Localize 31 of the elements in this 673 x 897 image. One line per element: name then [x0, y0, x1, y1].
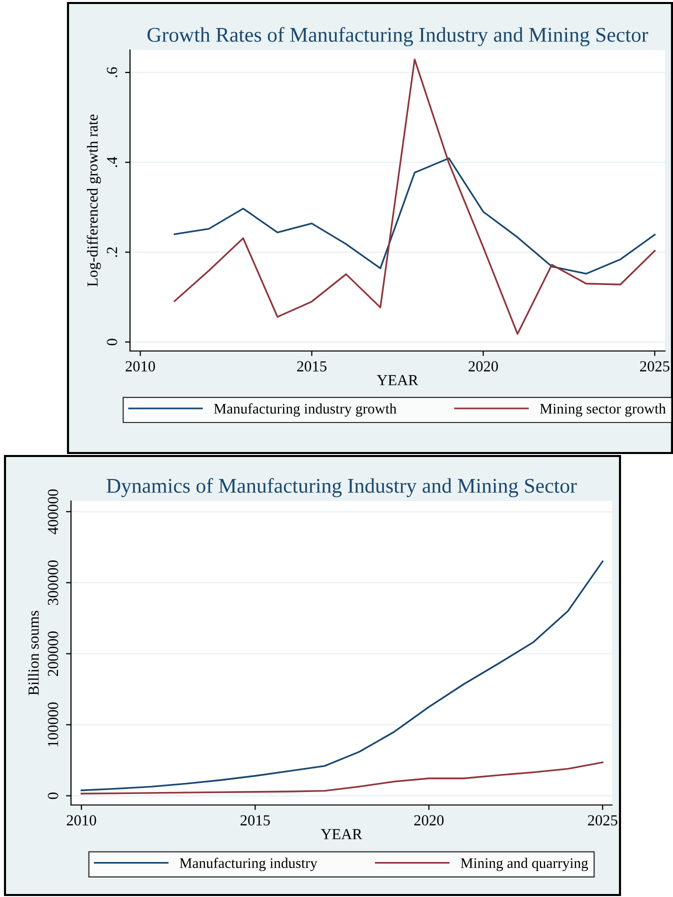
x-tick-label: 2010 [126, 361, 155, 372]
y-tick-label: .2 [106, 247, 118, 257]
y-tick-label: 100000 [48, 702, 58, 746]
y-axis-title: Log-differenced growth rate [86, 114, 101, 286]
x-tick-label: 2015 [297, 361, 326, 372]
y-tick-label: .6 [106, 67, 118, 78]
line-series [174, 157, 656, 275]
x-tick-label: 2025 [640, 361, 670, 372]
x-tick-label: 2010 [66, 815, 96, 826]
line-series [80, 762, 604, 794]
y-tick-label: .4 [106, 156, 118, 168]
line-series [174, 58, 656, 335]
y-tick-label: 200000 [48, 631, 58, 676]
x-axis-title: YEAR [376, 375, 418, 386]
y-tick-label: 0 [106, 338, 118, 346]
chart-title: Dynamics of Manufacturing Industry and Mining Sector [106, 478, 577, 498]
legend-label: Mining sector growth [540, 403, 666, 417]
legend-label: Manufacturing industry [180, 858, 318, 872]
x-axis-title: YEAR [320, 829, 362, 840]
y-tick-label: 0 [48, 792, 58, 800]
x-tick-label: 2025 [588, 815, 618, 826]
x-tick-label: 2015 [240, 815, 270, 826]
x-tick-label: 2020 [468, 361, 498, 372]
legend-label: Mining and quarrying [460, 858, 588, 872]
x-tick-label: 2020 [414, 815, 444, 826]
y-tick-label: 300000 [48, 560, 58, 605]
legend-label: Manufacturing industry growth [214, 403, 396, 417]
chart-title: Growth Rates of Manufacturing Industry and Mining Sector [148, 27, 648, 46]
line-series [80, 560, 604, 792]
y-tick-label: 400000 [48, 489, 58, 534]
y-axis-title: Billion soums [28, 610, 39, 696]
